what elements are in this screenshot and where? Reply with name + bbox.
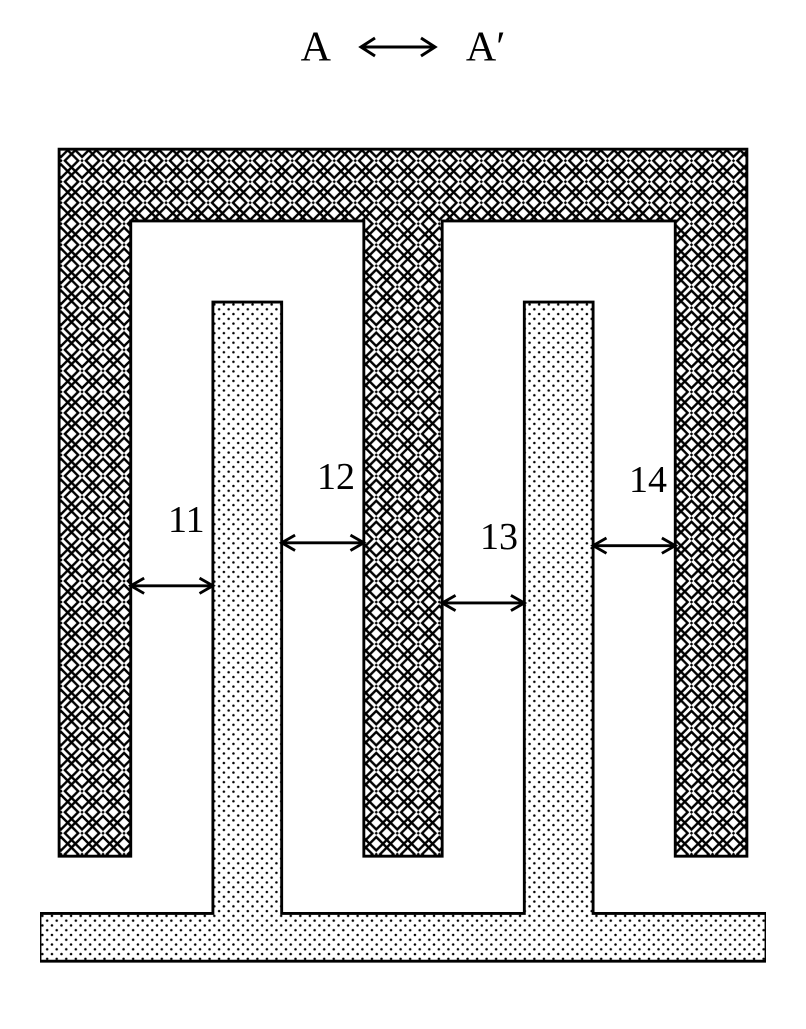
arrow-13	[442, 595, 524, 610]
cross-section-figure: 11 12 13 14	[40, 120, 766, 1000]
label-12-text: 12	[317, 456, 355, 498]
label-14: 14	[629, 458, 667, 502]
section-header: A A′	[0, 20, 806, 71]
label-13-text: 13	[480, 516, 518, 558]
section-label-a: A	[301, 24, 331, 70]
double-arrow-icon	[353, 32, 443, 62]
section-label-a-prime: A′	[466, 24, 506, 70]
hatched-electrode	[59, 149, 747, 856]
label-12: 12	[317, 455, 355, 499]
label-11: 11	[168, 498, 205, 542]
figure-svg	[40, 120, 766, 1000]
label-11-text: 11	[168, 499, 205, 541]
arrow-14	[593, 538, 675, 553]
label-13: 13	[480, 515, 518, 559]
arrow-12	[282, 535, 364, 550]
arrow-11	[131, 578, 213, 593]
label-14-text: 14	[629, 459, 667, 501]
